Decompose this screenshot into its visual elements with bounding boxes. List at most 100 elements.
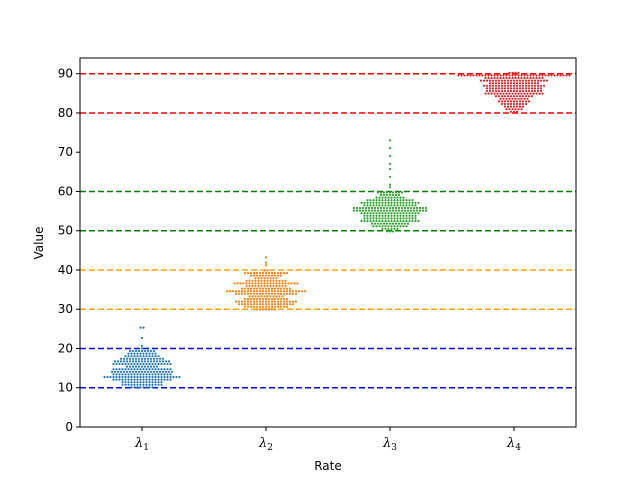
data-point: [267, 274, 271, 277]
data-point: [127, 352, 130, 355]
data-point: [406, 209, 410, 212]
data-point: [406, 222, 410, 225]
data-point: [520, 97, 523, 100]
data-point: [500, 102, 504, 106]
data-point: [408, 204, 411, 207]
data-point: [487, 76, 490, 80]
data-point: [291, 290, 295, 293]
data-point: [151, 386, 154, 389]
data-point: [290, 282, 293, 285]
data-point: [133, 381, 136, 384]
data-point: [536, 84, 540, 87]
data-point: [124, 375, 127, 379]
data-point: [133, 378, 136, 381]
data-point: [533, 87, 537, 90]
data-point: [393, 212, 396, 215]
data-point: [497, 87, 501, 90]
data-point: [517, 97, 520, 100]
data-point: [246, 305, 250, 308]
data-point: [148, 373, 151, 376]
data-point: [414, 217, 417, 220]
data-point: [457, 74, 460, 77]
data-point: [530, 82, 534, 85]
data-point: [523, 92, 526, 95]
data-point: [408, 212, 411, 215]
x-axis-ticks: λ1 λ2 λ3 λ4: [134, 427, 521, 453]
data-point: [500, 84, 504, 87]
data-point: [391, 209, 395, 212]
data-point: [391, 193, 395, 197]
data-point: [499, 92, 502, 95]
data-point: [255, 297, 259, 301]
y-tick-label: 50: [58, 224, 73, 238]
data-point: [396, 212, 399, 215]
data-point: [509, 79, 513, 82]
data-point: [366, 214, 369, 217]
data-point: [494, 84, 498, 87]
data-point: [121, 373, 124, 376]
data-point: [502, 92, 505, 95]
data-point: [300, 290, 304, 293]
data-point: [550, 74, 553, 77]
data-point: [521, 100, 525, 103]
data-point: [145, 386, 148, 389]
data-point: [273, 300, 277, 303]
data-point: [245, 282, 248, 285]
data-point: [390, 219, 393, 223]
data-point: [491, 79, 495, 82]
data-point: [276, 271, 280, 275]
data-point: [131, 349, 135, 353]
data-point: [261, 297, 265, 301]
data-point: [152, 360, 156, 363]
data-point: [234, 300, 238, 303]
data-point: [231, 290, 235, 293]
data-point: [363, 214, 366, 217]
data-point: [273, 308, 277, 311]
data-point: [400, 209, 404, 212]
data-point: [281, 295, 284, 298]
data-point: [366, 217, 369, 220]
data-point: [264, 261, 268, 264]
data-point: [417, 212, 420, 215]
data-point: [151, 378, 154, 381]
data-point: [388, 186, 392, 189]
data-point: [484, 76, 487, 80]
data-point: [417, 219, 420, 223]
data-point: [169, 368, 172, 371]
data-point: [130, 383, 133, 386]
data-point: [270, 297, 274, 301]
y-tick-label: 60: [58, 184, 73, 198]
data-point: [514, 76, 517, 80]
data-point: [275, 277, 278, 280]
data-point: [151, 355, 154, 358]
data-point: [288, 287, 292, 290]
data-point: [282, 305, 286, 308]
data-point: [276, 303, 280, 306]
data-point: [369, 201, 372, 204]
data-point: [387, 219, 390, 223]
data-point: [488, 87, 492, 90]
data-point: [266, 295, 269, 298]
data-point: [399, 212, 402, 215]
data-point: [258, 287, 262, 290]
data-point: [384, 196, 387, 199]
data-point: [267, 308, 271, 311]
data-point: [500, 100, 504, 103]
data-point: [372, 204, 375, 207]
data-point: [115, 368, 118, 371]
data-point: [524, 87, 528, 90]
data-point: [160, 383, 163, 386]
data-point: [503, 82, 507, 85]
data-point: [160, 373, 163, 376]
data-point: [370, 222, 374, 225]
data-point: [515, 95, 519, 98]
data-point: [469, 74, 472, 77]
data-point: [500, 79, 504, 82]
data-point: [258, 297, 262, 301]
data-point: [494, 87, 498, 90]
data-point: [503, 79, 507, 82]
data-point: [514, 108, 517, 111]
data-point: [255, 290, 259, 293]
data-point: [109, 375, 112, 379]
data-point: [387, 227, 390, 230]
